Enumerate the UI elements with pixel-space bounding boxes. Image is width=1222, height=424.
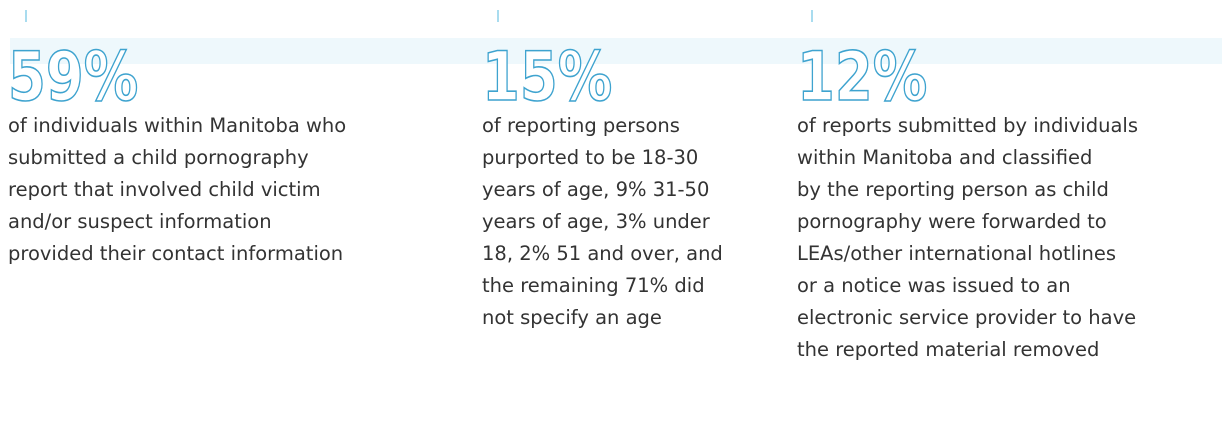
stat-value: 59% <box>7 38 139 117</box>
stat-description: submitted a child pornography <box>8 146 309 169</box>
stat-description: the remaining 71% did <box>482 274 705 297</box>
stat-description: electronic service provider to have <box>797 306 1137 329</box>
stat-description: years of age, 3% under <box>482 210 710 233</box>
stat-description: purported to be 18-30 <box>482 146 699 169</box>
stat-description: the reported material removed <box>797 338 1100 361</box>
stat-description: and/or suspect information <box>8 210 272 233</box>
stat-value: 12% <box>796 38 928 117</box>
tick <box>497 10 499 22</box>
stat-value: 15% <box>481 38 613 117</box>
stat-description: not specify an age <box>482 306 662 329</box>
stat-description: 18, 2% 51 and over, and <box>482 242 723 265</box>
tick <box>811 10 813 22</box>
tick <box>25 10 27 22</box>
stat-description: provided their contact information <box>8 242 344 265</box>
stat-description: of reports submitted by individuals <box>797 114 1138 137</box>
stat-column: 15% of reporting persons purported to be 1… <box>481 38 723 334</box>
header-band <box>10 38 1222 64</box>
stat-description: of individuals within Manitoba who <box>8 114 347 137</box>
stat-description: or a notice was issued to an <box>797 274 1071 297</box>
stat-description: within Manitoba and classified <box>797 146 1093 169</box>
stat-description: of reporting persons <box>482 114 680 137</box>
stat-description: years of age, 9% 31-50 <box>482 178 710 201</box>
stat-column: 12% of reports submitted by individuals wi… <box>796 38 1138 366</box>
stat-description: by the reporting person as child <box>797 178 1109 201</box>
stat-description: pornography were forwarded to <box>797 210 1107 233</box>
stat-description: LEAs/other international hotlines <box>797 242 1117 265</box>
stat-description: report that involved child victim <box>8 178 321 201</box>
stat-column: 59% of individuals within Manitoba who sub… <box>7 38 347 270</box>
